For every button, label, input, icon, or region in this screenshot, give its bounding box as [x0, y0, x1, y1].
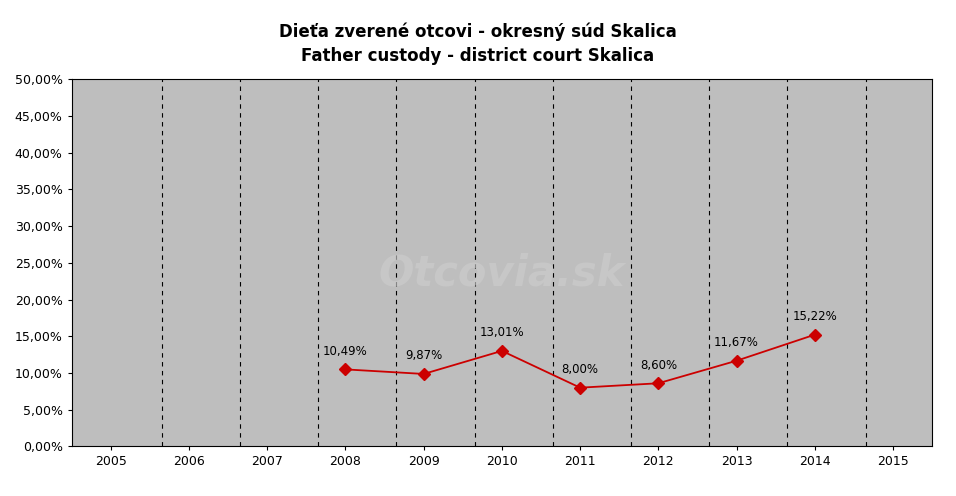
Text: 13,01%: 13,01% [480, 326, 524, 339]
Text: 8,00%: 8,00% [561, 363, 598, 376]
Text: 8,60%: 8,60% [640, 359, 677, 372]
Text: Dieťa zverené otcovi - okresný súd Skalica: Dieťa zverené otcovi - okresný súd Skali… [279, 22, 677, 41]
Text: 11,67%: 11,67% [714, 336, 759, 349]
Text: 9,87%: 9,87% [405, 349, 443, 362]
Text: 10,49%: 10,49% [323, 345, 368, 358]
Text: Otcovia.sk: Otcovia.sk [379, 253, 625, 295]
Text: Father custody - district court Skalica: Father custody - district court Skalica [301, 47, 655, 65]
Text: 15,22%: 15,22% [793, 310, 837, 323]
